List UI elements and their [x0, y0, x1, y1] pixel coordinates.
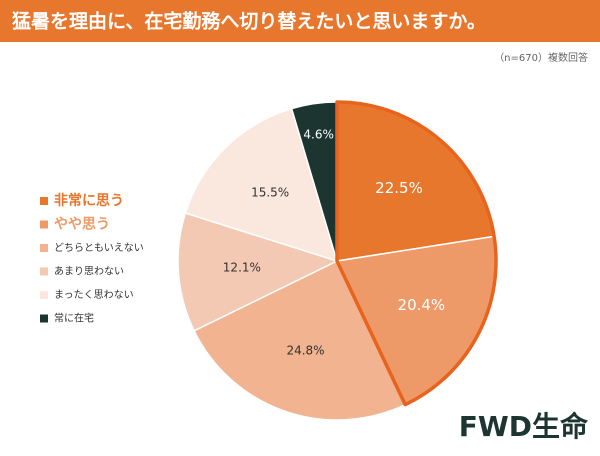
legend-label: 非常に思う: [54, 192, 124, 209]
chart-title: 猛暑を理由に、在宅勤務へ切り替えたいと思いますか。: [11, 10, 486, 33]
legend-swatch: [40, 314, 48, 323]
legend-label: 常に在宅: [54, 312, 94, 325]
title-bar: [0, 0, 600, 42]
chart-subtitle: （n=670）複数回答: [494, 51, 588, 64]
legend-label: どちらともいえない: [54, 242, 144, 254]
logo: FWD生命: [459, 410, 589, 443]
legend-label: まったく思わない: [54, 289, 134, 301]
pie-slice: [184, 107, 339, 263]
data-label: 24.8%: [286, 344, 324, 358]
data-label: 15.5%: [251, 185, 289, 199]
legend-swatch: [40, 220, 48, 229]
legend-swatch: [40, 291, 48, 299]
data-label: 12.1%: [223, 261, 261, 275]
pie-slice: [177, 212, 340, 332]
pie-slice: [193, 259, 407, 421]
data-label: 22.5%: [375, 179, 423, 197]
legend-label: やや思う: [54, 217, 110, 233]
legend-label: あまり思わない: [54, 266, 124, 278]
legend-swatch: [40, 244, 48, 252]
data-label: 20.4%: [398, 296, 446, 314]
legend-swatch: [40, 267, 48, 276]
legend-swatch: [40, 197, 48, 205]
data-label: 4.6%: [303, 128, 334, 142]
highlight-outline: [335, 100, 498, 407]
